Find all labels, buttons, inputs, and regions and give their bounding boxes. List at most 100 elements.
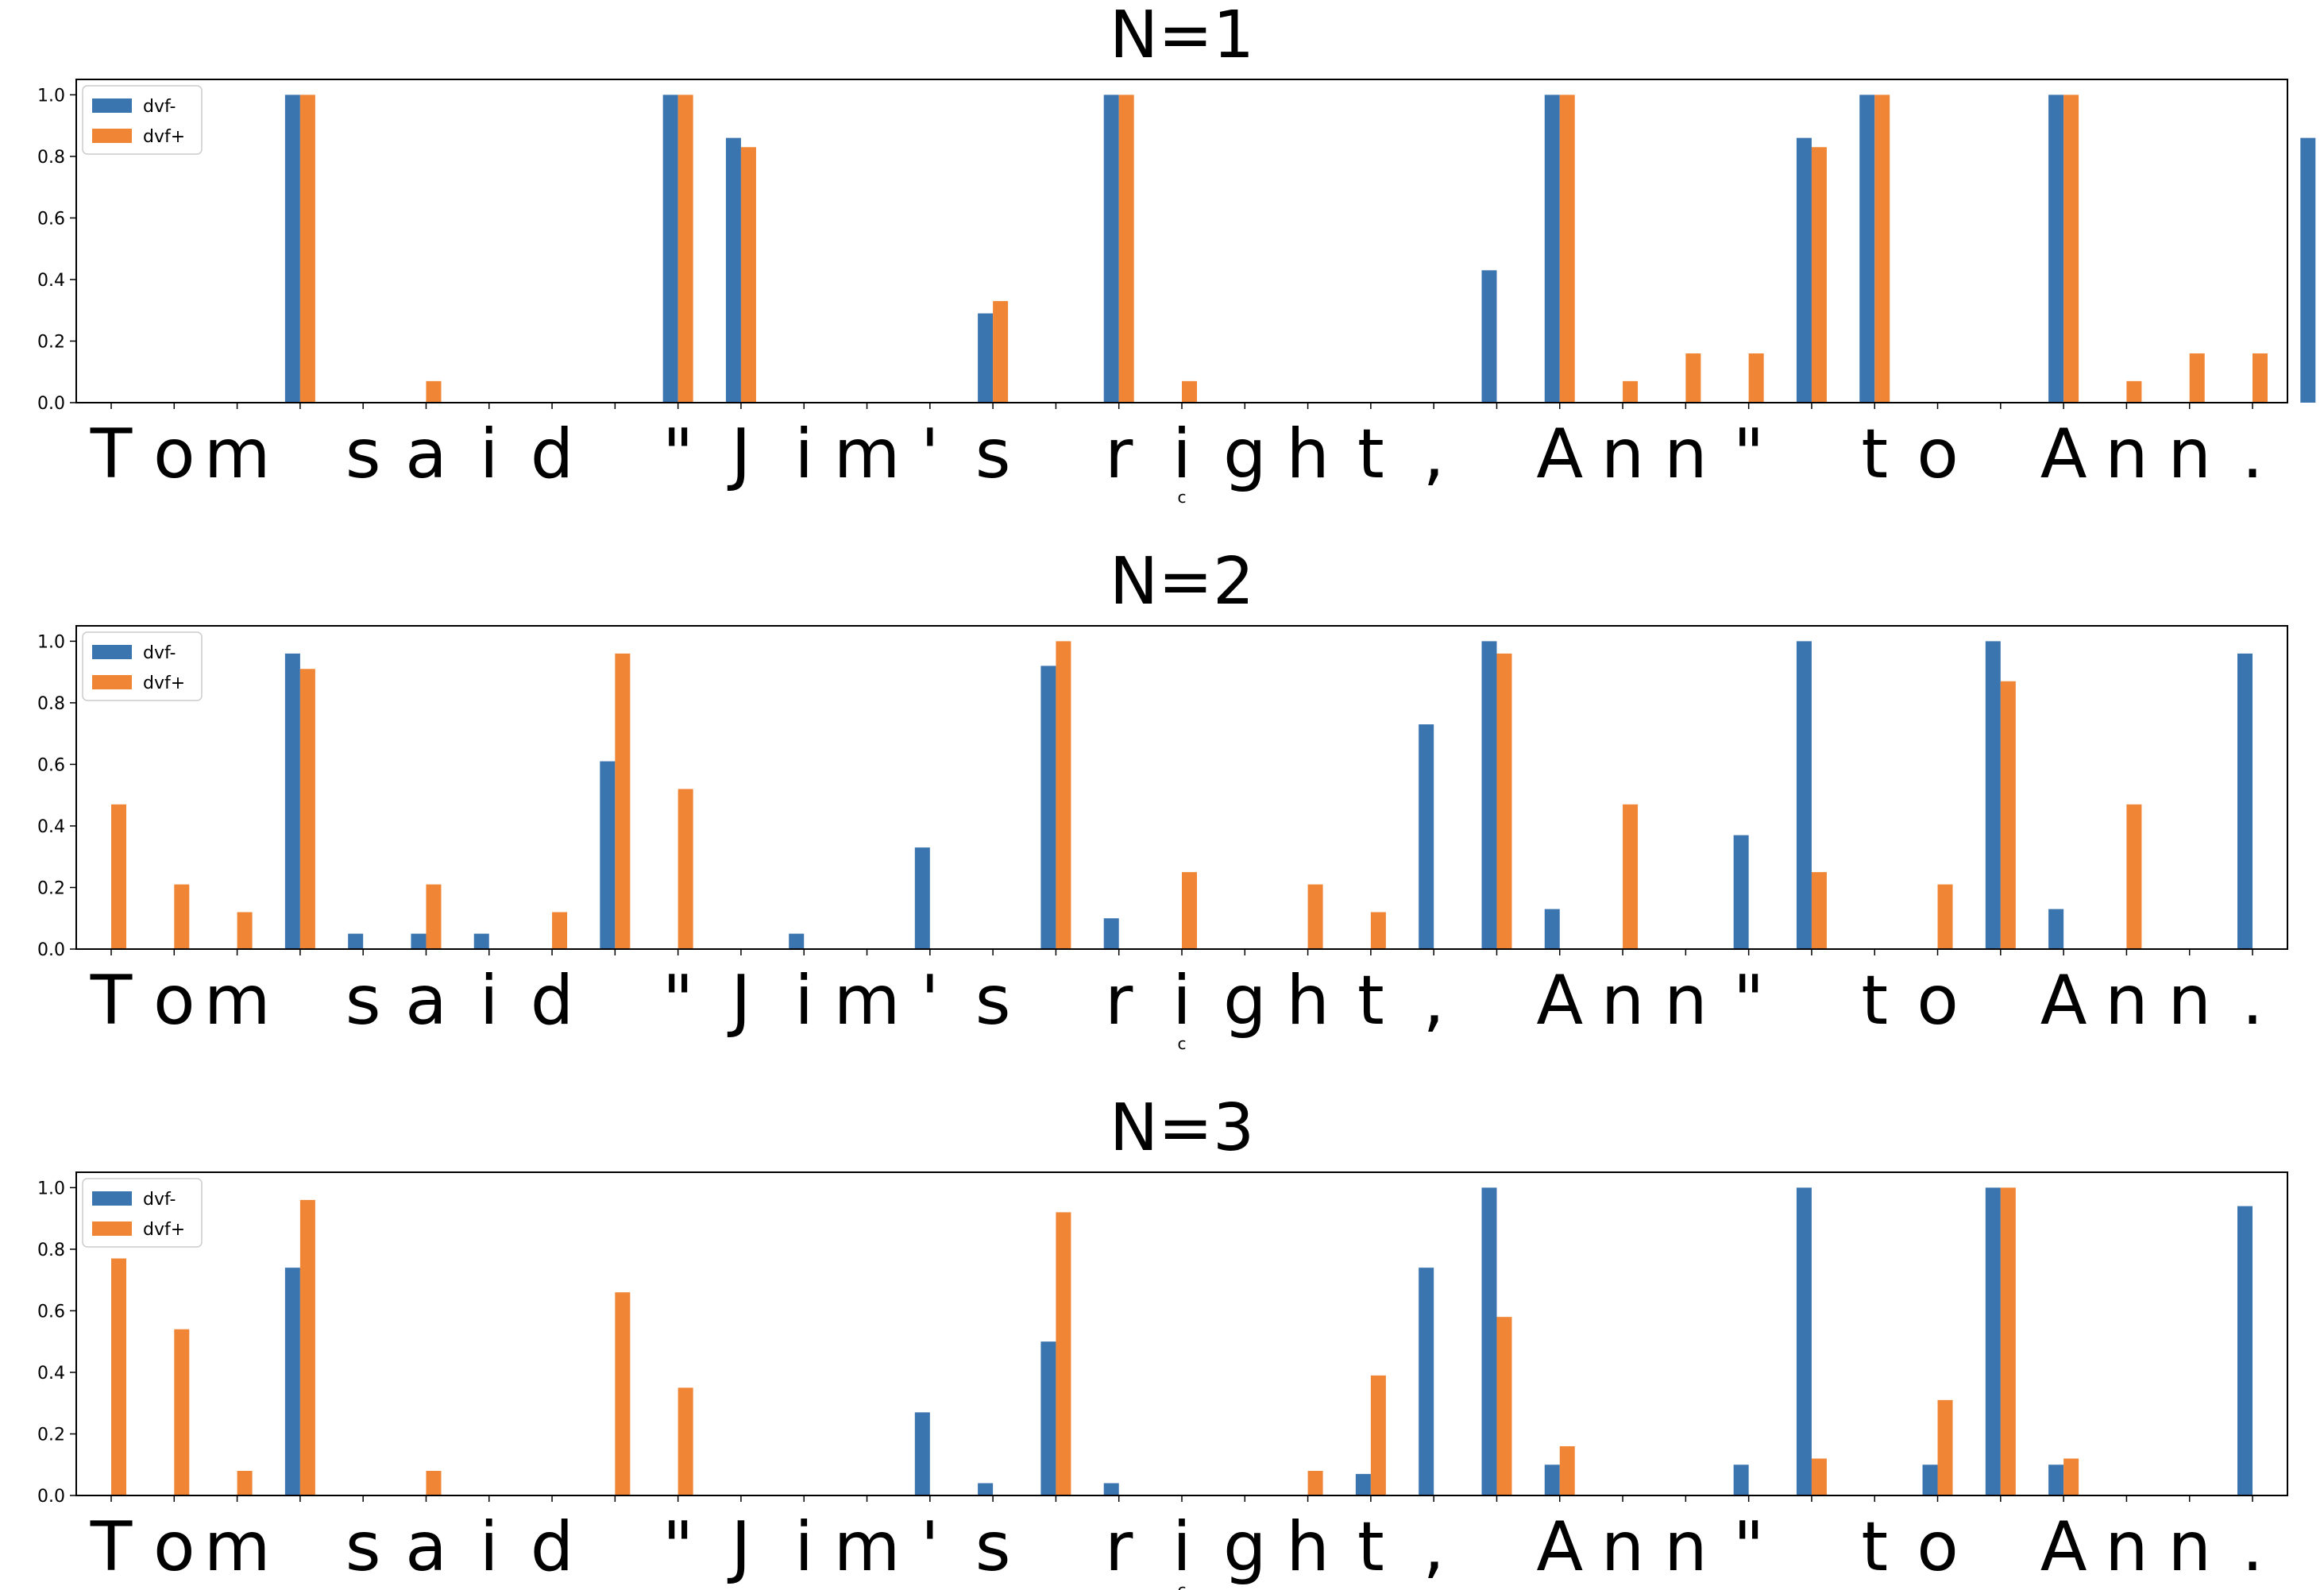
- chart-title: N=2: [1110, 544, 1254, 619]
- bar-dvf+: [1623, 804, 1639, 949]
- bar-dvf-: [1544, 909, 1560, 949]
- y-tick-label: 0.4: [37, 271, 65, 291]
- bar-dvf-: [1985, 1187, 2001, 1495]
- x-tick-label: T: [90, 1507, 133, 1587]
- x-tick-label: r: [1105, 961, 1133, 1040]
- x-tick-label: o: [153, 415, 195, 494]
- x-tick-label: i: [794, 415, 813, 494]
- x-tick-label: g: [1223, 961, 1267, 1040]
- x-tick-label: i: [480, 1507, 499, 1587]
- bar-dvf+: [1811, 147, 1827, 403]
- bar-dvf-: [1796, 1187, 1812, 1495]
- x-tick-label: J: [727, 961, 751, 1040]
- y-tick-label: 0.8: [37, 694, 65, 714]
- bar-dvf+: [299, 95, 315, 403]
- y-tick-label: 0.0: [37, 940, 65, 960]
- bar-dvf+: [1056, 641, 1071, 949]
- bar-dvf+: [1496, 653, 1512, 949]
- bar-dvf+: [1748, 353, 1764, 403]
- legend-label: dvf-: [143, 1190, 176, 1210]
- bar-dvf-: [1355, 1473, 1371, 1495]
- x-tick-label: m: [834, 961, 901, 1040]
- bar-dvf+: [678, 1387, 693, 1495]
- bar-dvf+: [678, 95, 693, 403]
- bar-dvf+: [1874, 95, 1890, 403]
- bar-dvf-: [1103, 1483, 1119, 1495]
- legend-label: dvf-: [143, 97, 176, 117]
- bar-dvf-: [2300, 137, 2316, 403]
- x-tick-label: i: [480, 961, 499, 1040]
- x-tick-label: ,: [1423, 415, 1445, 494]
- bar-dvf+: [993, 301, 1009, 403]
- bar-dvf+: [615, 1292, 631, 1495]
- chart-title: N=1: [1110, 0, 1254, 73]
- x-tick-label: s: [346, 1507, 381, 1587]
- legend-swatch-dvf-: [92, 98, 132, 113]
- x-tick-label: A: [2040, 415, 2087, 494]
- x-tick-label: s: [975, 1507, 1011, 1587]
- bar-dvf+: [2000, 681, 2016, 949]
- y-tick-label: 1.0: [37, 632, 65, 652]
- x-tick-label: ": [1733, 1507, 1765, 1587]
- bar-dvf+: [1056, 1212, 1071, 1495]
- x-tick-label: d: [531, 961, 574, 1040]
- bar-dvf-: [1922, 1465, 1938, 1495]
- x-tick-label: o: [153, 1507, 195, 1587]
- bar-dvf-: [284, 653, 300, 949]
- bar-dvf-: [914, 1412, 930, 1495]
- bar-dvf+: [237, 912, 253, 949]
- x-tick-label: ": [1733, 415, 1765, 494]
- bar-dvf-: [1419, 1268, 1434, 1495]
- x-tick-label: g: [1223, 415, 1267, 494]
- y-tick-label: 0.6: [37, 209, 65, 229]
- x-tick-label: a: [405, 415, 447, 494]
- x-tick-label: n: [2105, 415, 2148, 494]
- x-tick-label: A: [2040, 961, 2087, 1040]
- bar-dvf-: [2048, 95, 2064, 403]
- bar-dvf+: [1811, 1458, 1827, 1495]
- bar-dvf+: [426, 1470, 442, 1495]
- x-tick-label: s: [346, 961, 381, 1040]
- x-tick-label: A: [2040, 1507, 2087, 1587]
- bar-dvf-: [1481, 641, 1497, 949]
- x-tick-label: n: [1664, 1507, 1708, 1587]
- y-tick-label: 0.6: [37, 755, 65, 775]
- bar-dvf-: [1103, 95, 1119, 403]
- x-tick-label: i: [1172, 415, 1191, 494]
- x-tick-label: h: [1286, 961, 1330, 1040]
- x-axis-label: c: [1178, 1580, 1187, 1590]
- x-tick-label: n: [2105, 1507, 2148, 1587]
- x-tick-label: i: [794, 961, 813, 1040]
- x-tick-label: T: [90, 415, 133, 494]
- bar-dvf-: [1985, 641, 2001, 949]
- bar-dvf+: [1685, 353, 1701, 403]
- x-tick-label: .: [2241, 1507, 2263, 1587]
- plot-frame: [75, 1171, 2288, 1496]
- x-tick-label: d: [531, 1507, 574, 1587]
- bar-dvf+: [1370, 1375, 1386, 1495]
- legend-swatch-dvf+: [92, 675, 132, 689]
- bar-dvf-: [1544, 1465, 1560, 1495]
- bar-dvf-: [2237, 1206, 2253, 1495]
- bar-dvf+: [1559, 1445, 1575, 1495]
- legend-swatch-dvf+: [92, 129, 132, 143]
- x-tick-label: o: [1917, 961, 1959, 1040]
- x-tick-label: d: [531, 415, 574, 494]
- bar-dvf-: [2048, 1465, 2064, 1495]
- x-tick-label: ": [662, 961, 694, 1040]
- bar-dvf+: [1811, 872, 1827, 949]
- bar-dvf-: [2237, 653, 2253, 949]
- x-axis-label: c: [1178, 1034, 1187, 1053]
- y-tick-label: 0.0: [37, 1487, 65, 1507]
- bar-dvf+: [2063, 95, 2079, 403]
- x-tick-label: i: [480, 415, 499, 494]
- bar-dvf-: [1796, 137, 1812, 403]
- bar-dvf-: [1040, 1341, 1056, 1495]
- bar-dvf+: [426, 380, 442, 403]
- x-tick-label: o: [153, 961, 195, 1040]
- x-tick-label: s: [975, 415, 1011, 494]
- legend: dvf-dvf+: [82, 1178, 203, 1248]
- bar-dvf-: [1544, 95, 1560, 403]
